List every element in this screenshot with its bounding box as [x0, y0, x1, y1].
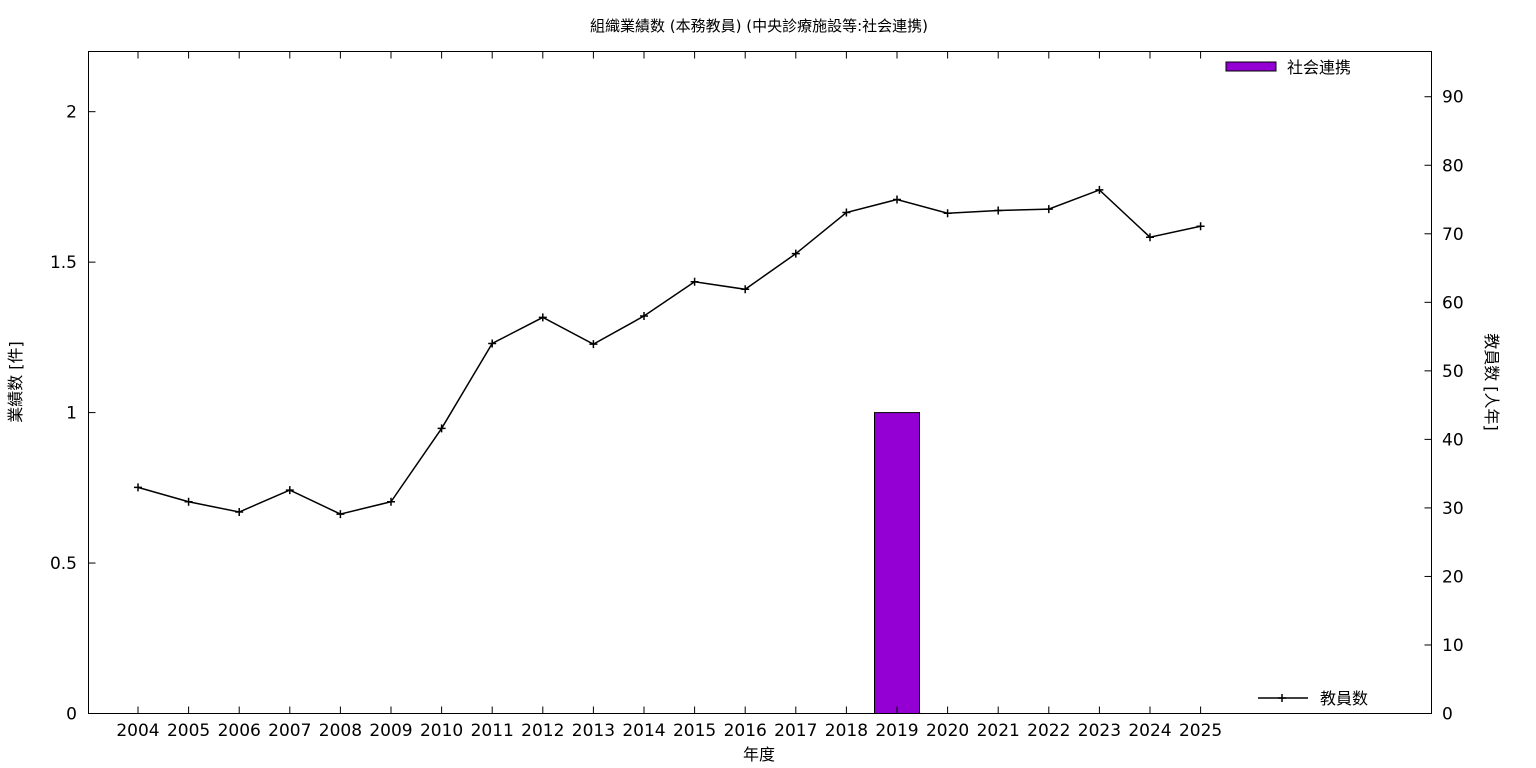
line-point: [488, 339, 497, 348]
series-line: [137, 189, 1201, 515]
line-point: [1044, 205, 1053, 214]
legend-line-label: 教員数: [1320, 689, 1368, 708]
legend-line-series: 教員数: [1258, 689, 1368, 708]
line-point: [893, 195, 901, 204]
x-tick-label: 2024: [1128, 721, 1171, 741]
y-right-tick-label: 50: [1442, 362, 1464, 382]
x-tick-label: 2004: [116, 721, 159, 741]
line-point: [690, 277, 699, 286]
line-point: [134, 483, 142, 492]
x-tick-label: 2012: [521, 721, 564, 741]
bar: [874, 412, 920, 714]
line-point: [285, 486, 294, 495]
x-tick-label: 2020: [926, 721, 969, 741]
x-tick-label: 2017: [774, 721, 817, 741]
legend-bar-series: 社会連携: [1225, 58, 1351, 77]
line-point: [437, 424, 446, 433]
y-axis-right-label: 教員数 [人年]: [1482, 333, 1501, 431]
chart-title: 組織業績数 (本務教員) (中央診療施設等:社会連携): [590, 17, 928, 35]
line-point: [1095, 185, 1104, 194]
y-left-tick-label: 1.5: [50, 253, 77, 273]
line-point: [640, 312, 648, 321]
y-right-tick-label: 10: [1442, 636, 1464, 656]
x-tick-label: 2015: [673, 721, 716, 741]
y-right-tick-label: 70: [1442, 225, 1464, 245]
x-tick-label: 2016: [724, 721, 767, 741]
line-point: [336, 510, 345, 519]
x-tick-label: 2011: [471, 721, 514, 741]
y-right-tick-label: 20: [1442, 567, 1464, 587]
y-left-tick-label: 0: [66, 705, 77, 725]
line-point: [791, 249, 800, 258]
legend-line-marker: [1278, 694, 1286, 702]
x-tick-label: 2014: [622, 721, 665, 741]
line-point: [235, 508, 244, 517]
x-tick-label: 2007: [268, 721, 311, 741]
tick-layer: 2004 2005 2006 2007 2008 2009 2010 2011 2012 2013…: [50, 51, 1464, 741]
x-axis-label: 年度: [743, 745, 775, 764]
x-tick-label: 2006: [218, 721, 261, 741]
x-tick-label: 2018: [825, 721, 868, 741]
line-point: [538, 313, 547, 322]
y-left-tick-label: 1: [66, 404, 77, 424]
x-tick-label: 2022: [1027, 721, 1070, 741]
x-tick-label: 2023: [1078, 721, 1121, 741]
y-right-tick-label: 60: [1442, 293, 1464, 313]
y-right-tick-label: 80: [1442, 156, 1464, 176]
line-point: [741, 285, 750, 294]
x-tick-label: 2010: [420, 721, 463, 741]
x-tick-label: 2005: [167, 721, 210, 741]
y-left-tick-label: 2: [66, 103, 77, 123]
y-right-tick-label: 40: [1442, 430, 1464, 450]
legend-bar-label: 社会連携: [1287, 58, 1351, 77]
line-point: [842, 208, 851, 217]
x-tick-label: 2013: [572, 721, 615, 741]
line-point: [943, 209, 952, 218]
x-tick-label: 2008: [319, 721, 362, 741]
line-point: [387, 497, 395, 506]
bar-layer: [874, 412, 920, 714]
y-right-tick-label: 90: [1442, 88, 1464, 108]
y-left-tick-label: 0.5: [50, 554, 77, 574]
line-layer: [134, 185, 1205, 519]
y-right-tick-label: 0: [1442, 705, 1453, 725]
x-tick-label: 2025: [1179, 721, 1222, 741]
line-point: [1146, 233, 1154, 242]
line-point: [1196, 222, 1205, 231]
y-axis-left-label: 業績数 [件]: [6, 341, 25, 423]
line-point: [184, 497, 193, 506]
y-right-tick-label: 30: [1442, 499, 1464, 519]
x-tick-label: 2019: [875, 721, 918, 741]
legend-bar-swatch: [1225, 61, 1277, 72]
line-point: [589, 340, 598, 349]
x-tick-label: 2021: [977, 721, 1020, 741]
plot-frame: [88, 51, 1432, 714]
x-tick-label: 2009: [369, 721, 412, 741]
line-point: [994, 206, 1003, 215]
